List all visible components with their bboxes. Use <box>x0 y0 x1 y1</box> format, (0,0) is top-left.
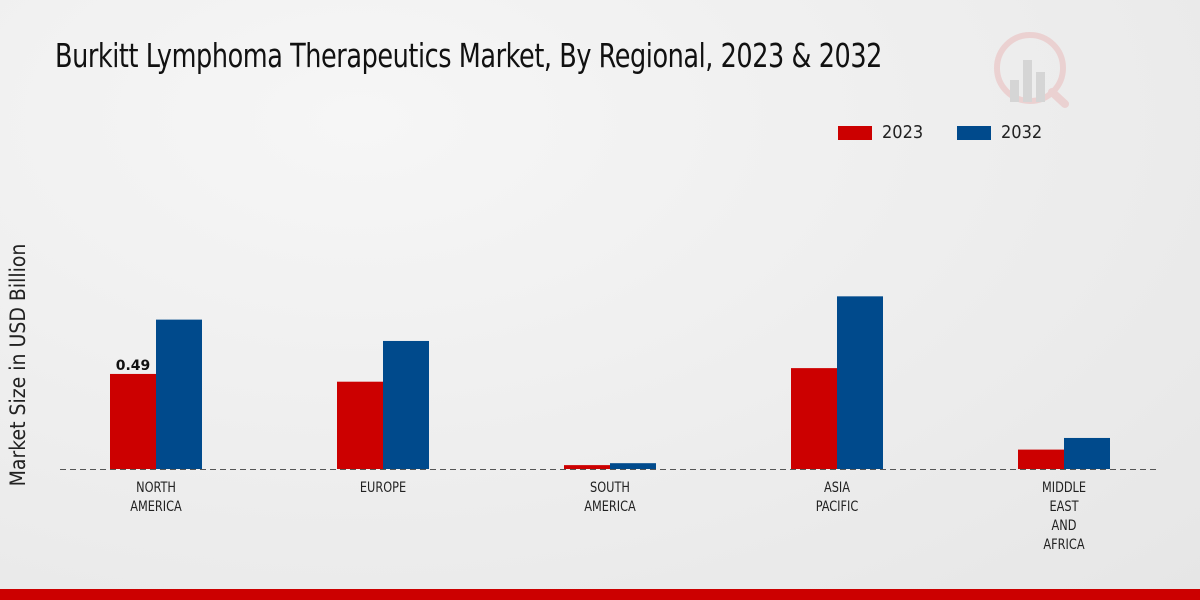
bar-2032-europe <box>383 340 429 469</box>
legend-swatch-2032 <box>957 125 991 140</box>
bar-2023-south-america <box>564 465 610 469</box>
legend-swatch-2023 <box>838 125 872 140</box>
bar-2032-south-america <box>610 463 656 469</box>
bar-2023-middle-east-and-africa <box>1018 449 1064 469</box>
x-tick-label: ASIA PACIFIC <box>815 480 859 515</box>
bar-2032-north-america <box>156 319 202 469</box>
footer-bar <box>0 589 1200 600</box>
legend-label-2023: 2023 <box>882 122 924 143</box>
bar-2032-asia-pacific <box>837 296 883 469</box>
bar-2032-middle-east-and-africa <box>1064 437 1110 469</box>
bar-2023-europe <box>337 381 383 469</box>
bar-2023-north-america <box>110 373 156 469</box>
x-tick-label: SOUTH AMERICA <box>584 480 636 515</box>
x-tick-label: EUROPE <box>359 480 407 496</box>
legend-item-2023: 2023 <box>838 122 923 143</box>
chart-title: Burkitt Lymphoma Therapeutics Market, By… <box>55 36 882 75</box>
x-tick-label: MIDDLE EAST AND AFRICA <box>1041 480 1087 553</box>
x-tick-label: NORTH AMERICA <box>130 480 182 515</box>
watermark-logo-icon <box>994 32 1069 108</box>
legend-item-2032: 2032 <box>957 122 1042 143</box>
data-label: 0.49 <box>116 358 151 374</box>
bar-2023-asia-pacific <box>791 368 837 469</box>
legend-label-2032: 2032 <box>1001 122 1043 143</box>
